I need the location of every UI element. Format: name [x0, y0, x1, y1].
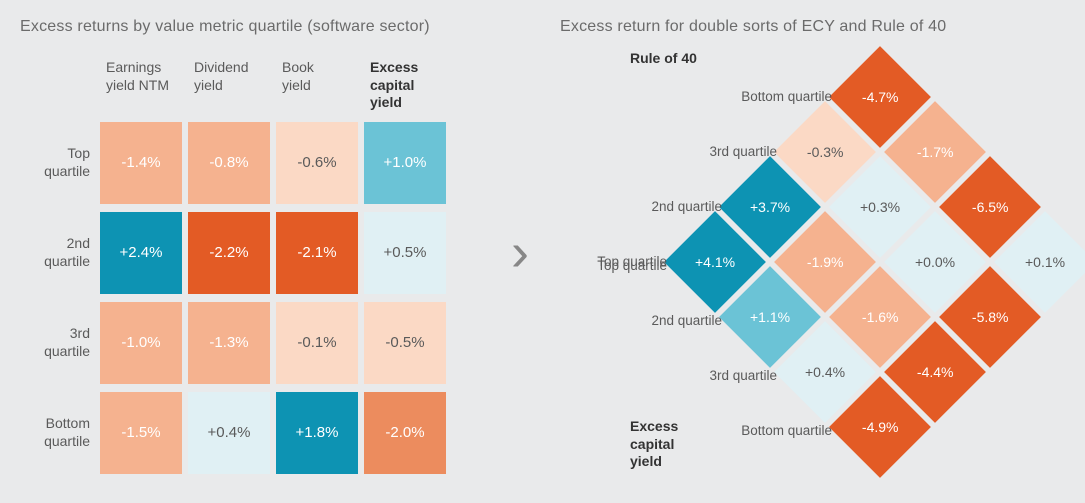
- heatmap-row-label: 3rdquartile: [20, 302, 100, 384]
- axis-b-quartile-label: Bottom quartile: [740, 423, 832, 438]
- diamond-chart: Rule of 40Excesscapitalyield-4.7%-0.3%-1…: [590, 40, 1060, 480]
- heatmap-row: 3rdquartile-1.0%-1.3%-0.1%-0.5%: [20, 302, 480, 384]
- heatmap-rows: Topquartile-1.4%-0.8%-0.6%+1.0%2ndquarti…: [20, 122, 480, 474]
- heatmap-cell: -2.0%: [364, 392, 446, 474]
- heatmap-cell: -2.2%: [188, 212, 270, 294]
- heatmap-cell: +0.4%: [188, 392, 270, 474]
- heatmap-cell: -0.6%: [276, 122, 358, 204]
- heatmap-cell: +2.4%: [100, 212, 182, 294]
- axis-label-rule-of-40: Rule of 40: [630, 50, 697, 66]
- heatmap-col-headers: Earningsyield NTMDividendyieldBookyieldE…: [100, 55, 480, 122]
- heatmap-col-header: Dividendyield: [188, 55, 276, 122]
- heatmap-cell: -0.1%: [276, 302, 358, 384]
- page: Excess returns by value metric quartile …: [0, 0, 1085, 503]
- divider: ›: [490, 0, 550, 503]
- heatmap-col-header: Earningsyield NTM: [100, 55, 188, 122]
- axis-b-quartile-label: 3rd quartile: [685, 368, 777, 383]
- heatmap-row: 2ndquartile+2.4%-2.2%-2.1%+0.5%: [20, 212, 480, 294]
- heatmap-row-label: 2ndquartile: [20, 212, 100, 294]
- heatmap-row-label: Topquartile: [20, 122, 100, 204]
- axis-b-quartile-label: Top quartile: [575, 258, 667, 273]
- heatmap-cell: -2.1%: [276, 212, 358, 294]
- left-panel: Excess returns by value metric quartile …: [0, 0, 490, 503]
- heatmap-cell: -1.3%: [188, 302, 270, 384]
- heatmap-cell: +1.8%: [276, 392, 358, 474]
- heatmap-row: Topquartile-1.4%-0.8%-0.6%+1.0%: [20, 122, 480, 204]
- heatmap-cell: -1.0%: [100, 302, 182, 384]
- axis-b-quartile-label: 2nd quartile: [630, 313, 722, 328]
- axis-label-excess-capital-yield: Excesscapitalyield: [630, 418, 678, 471]
- heatmap-cell: -1.4%: [100, 122, 182, 204]
- heatmap-table: Earningsyield NTMDividendyieldBookyieldE…: [20, 55, 480, 482]
- heatmap-row-label: Bottomquartile: [20, 392, 100, 474]
- heatmap-cell: -0.5%: [364, 302, 446, 384]
- left-chart-title: Excess returns by value metric quartile …: [20, 18, 480, 36]
- axis-a-quartile-label: 3rd quartile: [685, 144, 777, 159]
- heatmap-col-header: Excesscapitalyield: [364, 55, 452, 122]
- heatmap-row: Bottomquartile-1.5%+0.4%+1.8%-2.0%: [20, 392, 480, 474]
- heatmap-cell: +1.0%: [364, 122, 446, 204]
- axis-a-quartile-label: 2nd quartile: [630, 199, 722, 214]
- axis-a-quartile-label: Bottom quartile: [740, 89, 832, 104]
- heatmap-cell: +0.5%: [364, 212, 446, 294]
- heatmap-col-header: Bookyield: [276, 55, 364, 122]
- right-panel: Excess return for double sorts of ECY an…: [550, 0, 1085, 503]
- heatmap-cell: -0.8%: [188, 122, 270, 204]
- right-chart-title: Excess return for double sorts of ECY an…: [560, 18, 1075, 36]
- heatmap-cell: -1.5%: [100, 392, 182, 474]
- chevron-right-icon: ›: [511, 225, 529, 279]
